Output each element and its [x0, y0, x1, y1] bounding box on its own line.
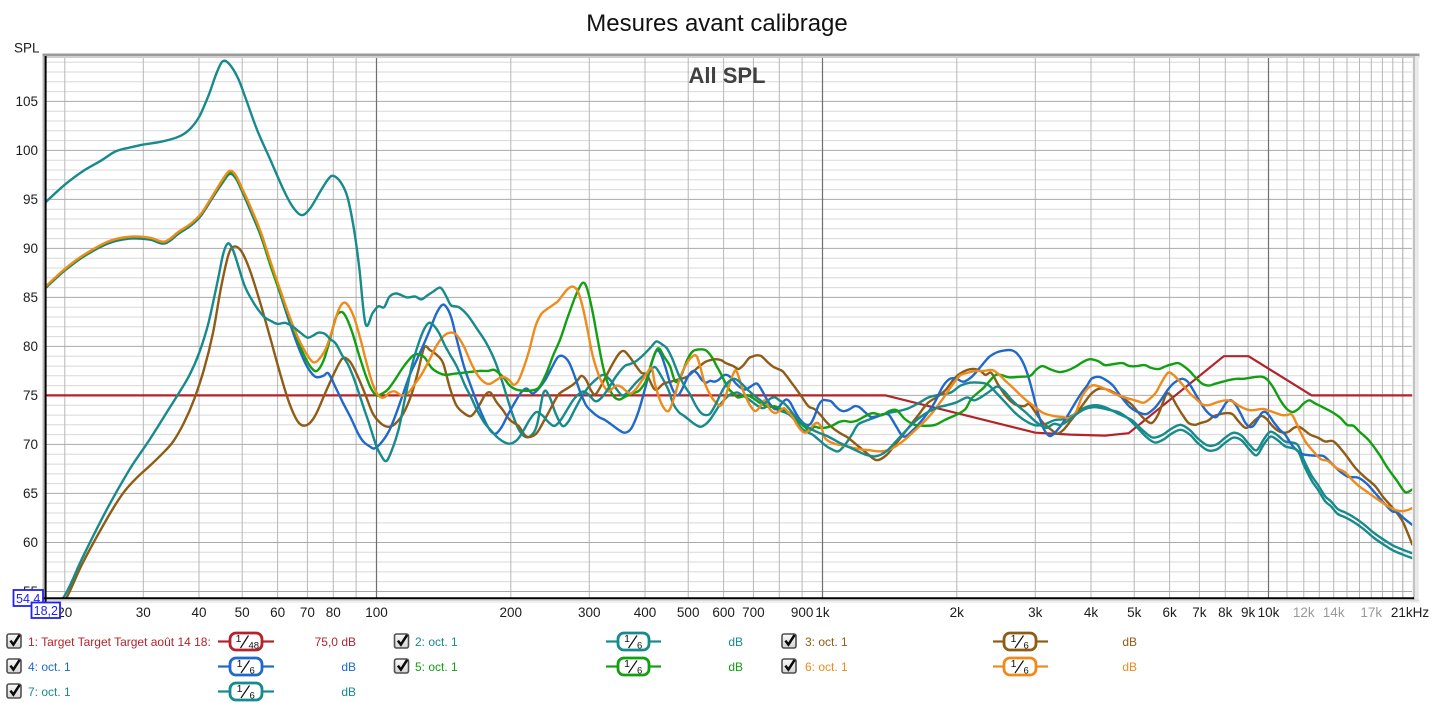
svg-text:4: oct. 1: 4: oct. 1 [28, 660, 71, 674]
svg-text:5: oct. 1: 5: oct. 1 [415, 660, 458, 674]
svg-text:6: 6 [250, 691, 255, 702]
svg-text:1: 1 [237, 683, 243, 695]
svg-text:9k: 9k [1241, 605, 1256, 620]
svg-text:1: 1 [1011, 633, 1017, 645]
svg-text:500: 500 [677, 605, 700, 620]
svg-text:7k: 7k [1192, 605, 1207, 620]
svg-text:600: 600 [712, 605, 735, 620]
svg-text:80: 80 [326, 605, 341, 620]
svg-text:1: 1 [624, 633, 630, 645]
svg-text:200: 200 [500, 605, 523, 620]
svg-text:6: 6 [637, 641, 642, 652]
svg-text:14k: 14k [1323, 605, 1345, 620]
svg-text:400: 400 [634, 605, 657, 620]
svg-text:30: 30 [136, 605, 151, 620]
svg-text:75,0 dB: 75,0 dB [315, 635, 356, 649]
svg-text:dB: dB [1122, 635, 1137, 649]
svg-text:21kHz: 21kHz [1391, 605, 1430, 620]
svg-text:1: 1 [624, 658, 630, 670]
svg-text:70: 70 [300, 605, 315, 620]
svg-text:7: oct. 1: 7: oct. 1 [28, 685, 71, 699]
svg-text:700: 700 [742, 605, 765, 620]
svg-text:8k: 8k [1218, 605, 1233, 620]
svg-text:80: 80 [23, 339, 38, 354]
svg-text:3k: 3k [1028, 605, 1043, 620]
svg-text:60: 60 [23, 535, 38, 550]
svg-text:Mesures avant calibrage: Mesures avant calibrage [586, 10, 847, 37]
svg-text:95: 95 [23, 192, 38, 207]
svg-text:SPL: SPL [14, 41, 40, 56]
svg-text:1: Target Target Target août 1: 1: Target Target Target août 14 18: [28, 635, 211, 649]
svg-text:75: 75 [23, 388, 38, 403]
svg-text:6: 6 [1024, 666, 1029, 677]
svg-text:1: 1 [1011, 658, 1017, 670]
svg-text:1: 1 [236, 633, 242, 645]
svg-text:65: 65 [23, 486, 38, 501]
svg-text:All SPL: All SPL [688, 63, 765, 88]
svg-text:6: oct. 1: 6: oct. 1 [805, 660, 848, 674]
svg-text:5k: 5k [1127, 605, 1142, 620]
svg-text:dB: dB [728, 635, 743, 649]
svg-text:1k: 1k [815, 605, 830, 620]
svg-text:2: oct. 1: 2: oct. 1 [415, 635, 458, 649]
svg-text:40: 40 [191, 605, 206, 620]
svg-text:70: 70 [23, 437, 38, 452]
svg-text:85: 85 [23, 290, 38, 305]
svg-text:12k: 12k [1293, 605, 1315, 620]
svg-text:dB: dB [1122, 660, 1137, 674]
svg-text:dB: dB [341, 660, 356, 674]
svg-text:6: 6 [637, 666, 642, 677]
svg-text:100: 100 [15, 143, 38, 158]
svg-text:18,2: 18,2 [34, 604, 58, 618]
svg-text:300: 300 [578, 605, 601, 620]
svg-text:900: 900 [791, 605, 814, 620]
svg-text:60: 60 [270, 605, 285, 620]
svg-text:90: 90 [23, 241, 38, 256]
svg-text:4k: 4k [1084, 605, 1099, 620]
svg-text:10k: 10k [1258, 605, 1280, 620]
svg-text:3: oct. 1: 3: oct. 1 [805, 635, 848, 649]
svg-text:20: 20 [57, 605, 72, 620]
svg-text:105: 105 [15, 94, 38, 109]
svg-text:17k: 17k [1360, 605, 1382, 620]
svg-text:1: 1 [237, 658, 243, 670]
svg-text:dB: dB [728, 660, 743, 674]
svg-text:48: 48 [249, 641, 260, 652]
svg-text:2k: 2k [950, 605, 965, 620]
svg-text:dB: dB [341, 685, 356, 699]
svg-text:6: 6 [250, 666, 255, 677]
svg-text:50: 50 [235, 605, 250, 620]
svg-text:6k: 6k [1162, 605, 1177, 620]
svg-text:6: 6 [1024, 641, 1029, 652]
svg-text:100: 100 [365, 605, 388, 620]
